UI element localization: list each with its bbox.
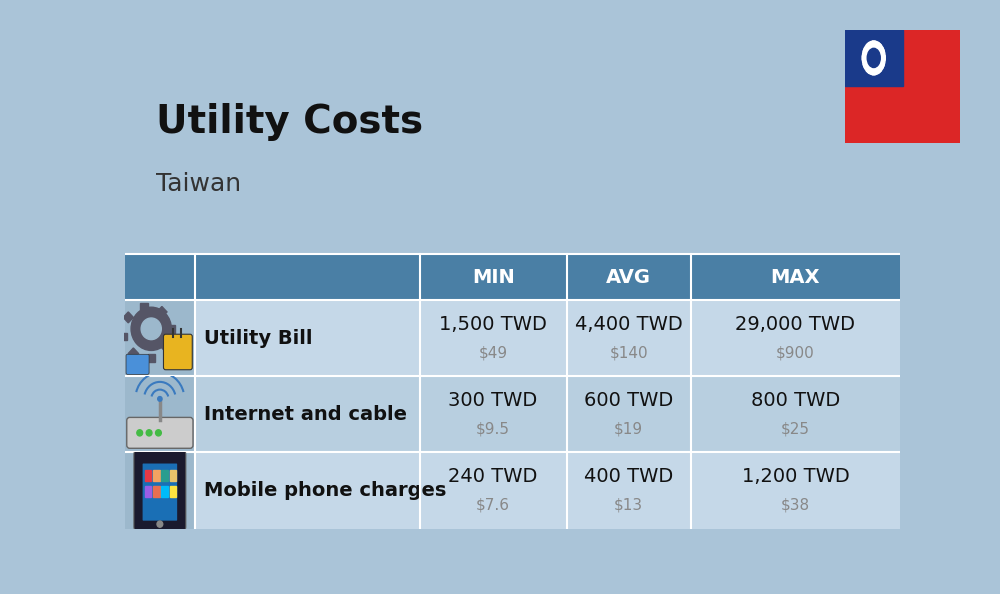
Circle shape	[156, 430, 161, 436]
Bar	[153, 486, 160, 497]
Text: 4,400 TWD: 4,400 TWD	[575, 315, 683, 334]
Bar	[140, 304, 148, 311]
Circle shape	[146, 430, 152, 436]
Polygon shape	[867, 66, 870, 74]
Circle shape	[158, 397, 162, 401]
Bar	[170, 486, 176, 497]
Text: 300 TWD: 300 TWD	[448, 391, 538, 410]
Text: 800 TWD: 800 TWD	[751, 391, 840, 410]
Text: $7.6: $7.6	[476, 498, 510, 513]
Text: $900: $900	[776, 345, 815, 360]
FancyBboxPatch shape	[126, 354, 149, 374]
Text: 240 TWD: 240 TWD	[448, 467, 538, 486]
Bar	[128, 348, 138, 359]
Polygon shape	[877, 66, 881, 74]
FancyBboxPatch shape	[691, 300, 900, 376]
FancyBboxPatch shape	[125, 376, 195, 453]
FancyBboxPatch shape	[195, 376, 420, 453]
Bar	[170, 470, 176, 481]
Polygon shape	[872, 68, 875, 75]
FancyBboxPatch shape	[127, 418, 193, 448]
Circle shape	[141, 318, 161, 340]
Circle shape	[862, 41, 885, 75]
FancyBboxPatch shape	[195, 254, 420, 300]
FancyBboxPatch shape	[567, 376, 691, 453]
Polygon shape	[863, 63, 868, 68]
Polygon shape	[879, 63, 884, 68]
Text: Internet and cable: Internet and cable	[204, 405, 407, 424]
Text: 400 TWD: 400 TWD	[584, 467, 673, 486]
Text: $38: $38	[781, 498, 810, 513]
Bar	[145, 470, 151, 481]
Circle shape	[867, 48, 880, 68]
Text: 29,000 TWD: 29,000 TWD	[735, 315, 855, 334]
FancyBboxPatch shape	[567, 254, 691, 300]
Text: $25: $25	[781, 422, 810, 437]
FancyBboxPatch shape	[195, 300, 420, 376]
Text: $140: $140	[609, 345, 648, 360]
Bar	[148, 354, 155, 362]
Text: Mobile phone charges: Mobile phone charges	[204, 481, 446, 500]
Bar	[145, 486, 151, 497]
FancyBboxPatch shape	[420, 453, 567, 529]
Text: 1,200 TWD: 1,200 TWD	[742, 467, 849, 486]
Polygon shape	[872, 41, 875, 48]
Bar	[153, 470, 160, 481]
FancyBboxPatch shape	[125, 453, 195, 529]
FancyBboxPatch shape	[420, 254, 567, 300]
Text: $13: $13	[614, 498, 643, 513]
Bar	[161, 470, 168, 481]
Bar	[162, 343, 172, 353]
Text: $9.5: $9.5	[476, 422, 510, 437]
Bar	[168, 325, 175, 333]
Circle shape	[157, 521, 163, 527]
FancyBboxPatch shape	[567, 453, 691, 529]
Polygon shape	[862, 56, 867, 60]
Text: $19: $19	[614, 422, 643, 437]
Polygon shape	[867, 42, 870, 50]
FancyBboxPatch shape	[691, 376, 900, 453]
Text: MIN: MIN	[472, 268, 514, 286]
Circle shape	[131, 307, 171, 350]
Text: 600 TWD: 600 TWD	[584, 391, 673, 410]
FancyBboxPatch shape	[143, 463, 177, 521]
Polygon shape	[863, 48, 868, 53]
Text: 1,500 TWD: 1,500 TWD	[439, 315, 547, 334]
FancyBboxPatch shape	[195, 453, 420, 529]
Text: $49: $49	[479, 345, 508, 360]
Circle shape	[137, 430, 143, 436]
Polygon shape	[877, 42, 881, 50]
FancyBboxPatch shape	[134, 450, 186, 532]
Polygon shape	[879, 48, 884, 53]
Polygon shape	[880, 56, 885, 60]
Text: Utility Bill: Utility Bill	[204, 328, 313, 347]
Bar	[845, 30, 902, 86]
FancyBboxPatch shape	[843, 27, 962, 146]
Text: AVG: AVG	[606, 268, 651, 286]
Bar	[123, 312, 133, 323]
FancyBboxPatch shape	[125, 300, 195, 376]
Text: MAX: MAX	[771, 268, 820, 286]
Text: Utility Costs: Utility Costs	[156, 103, 423, 141]
FancyBboxPatch shape	[567, 300, 691, 376]
FancyBboxPatch shape	[420, 300, 567, 376]
Text: Taiwan: Taiwan	[156, 172, 241, 196]
FancyBboxPatch shape	[420, 376, 567, 453]
FancyBboxPatch shape	[163, 334, 192, 369]
FancyBboxPatch shape	[691, 453, 900, 529]
FancyBboxPatch shape	[691, 254, 900, 300]
Bar	[157, 307, 167, 317]
Bar	[120, 333, 127, 340]
FancyBboxPatch shape	[125, 254, 195, 300]
Bar	[161, 486, 168, 497]
